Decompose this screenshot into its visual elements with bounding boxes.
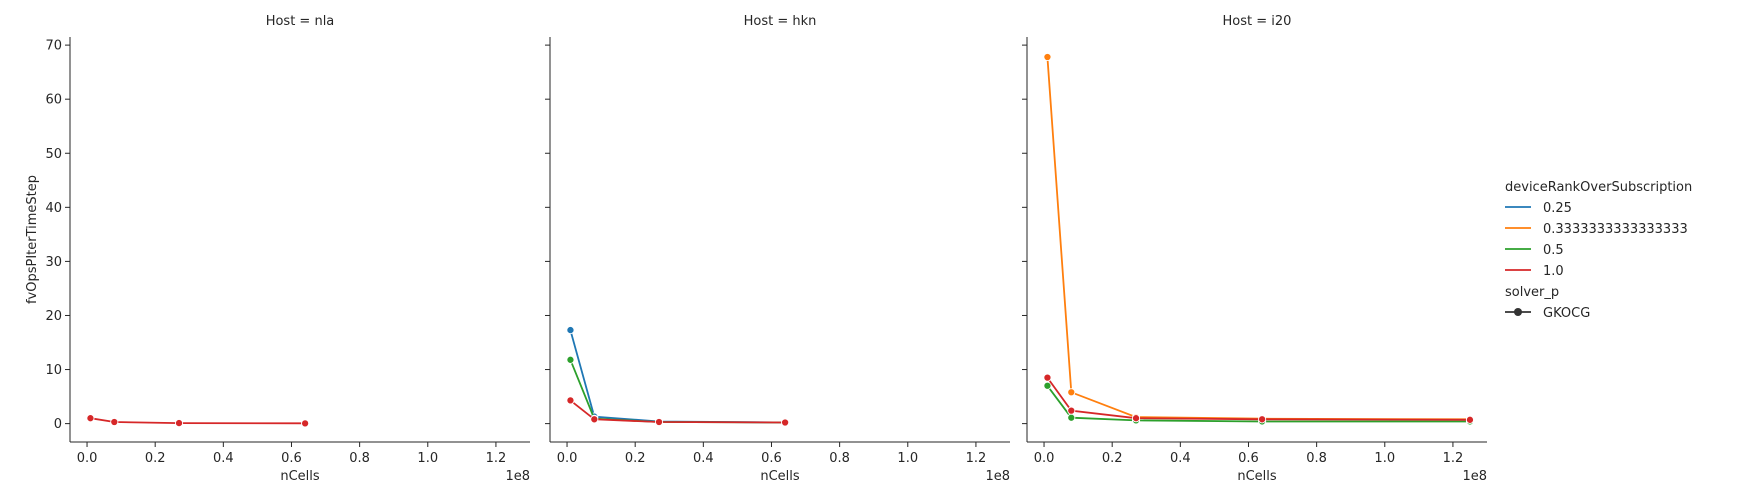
x-tick-label: 0.8 [349,451,370,466]
y-tick-label: 30 [45,255,62,270]
x-tick-label: 0.0 [77,451,98,466]
x-offset-label: 1e8 [1462,469,1487,484]
data-point [1258,415,1267,424]
x-tick-label: 0.8 [829,451,850,466]
x-tick-label: 1.2 [486,451,507,466]
y-tick-label: 0 [54,417,62,432]
y-tick-label: 50 [45,147,62,162]
x-tick-label: 1.0 [897,451,918,466]
legend-label: 1.0 [1543,264,1564,279]
series-line [90,417,306,425]
x-tick-label: 0.2 [625,451,646,466]
legend-label: 0.25 [1543,201,1572,216]
y-tick-label: 40 [45,201,62,216]
x-tick-label: 0.2 [145,451,166,466]
data-point [654,417,664,427]
data-point [1465,415,1475,424]
series-line [569,359,786,424]
data-point [566,326,575,335]
data-point [566,355,575,364]
data-point [1067,413,1076,422]
series-line [1046,377,1471,421]
data-point [1043,52,1052,62]
facet-title: Host = nla [266,14,335,29]
data-point [1131,414,1141,423]
x-tick-label: 1.2 [1443,451,1464,466]
x-offset-label: 1e8 [985,469,1010,484]
y-axis-label: fvOpsPIterTimeStep [25,175,40,304]
legend-marker [1514,308,1522,316]
facet-panel: Host = hkn 0.0 0.2 0.4 0.6 0.8 1.0 1.2 nCells 1e8 [545,14,1010,484]
data-point [1043,381,1052,390]
data-point [174,419,184,428]
x-tick-label: 0.0 [1034,451,1055,466]
facet-title: Host = hkn [744,14,817,29]
x-tick-label: 0.8 [1306,451,1327,466]
series-line [1046,56,1471,421]
data-point [86,414,95,423]
x-offset-label: 1e8 [505,469,530,484]
x-tick-label: 0.2 [1102,451,1123,466]
x-axis-label: nCells [1237,469,1277,484]
x-axis-label: nCells [760,469,800,484]
data-point [566,396,575,405]
x-tick-label: 0.6 [281,451,302,466]
y-tick-label: 10 [45,363,62,378]
x-axis-label: nCells [280,469,320,484]
x-tick-label: 0.4 [213,451,234,466]
data-point [1067,406,1076,415]
y-tick-label: 60 [45,93,62,108]
facet-title: Host = i20 [1223,14,1292,29]
x-tick-label: 1.0 [1374,451,1395,466]
facet-panel: Host = nla 0 10 20 30 40 50 60 70 0.0 0.2 0.4 0.6 0.8… [45,14,530,484]
legend-label: GKOCG [1543,306,1590,321]
x-tick-label: 0.6 [1238,451,1259,466]
legend-title-style: solver_p [1505,285,1559,300]
data-point [110,417,119,427]
x-tick-label: 0.4 [1170,451,1191,466]
legend-label: 0.5 [1543,243,1564,258]
y-tick-label: 70 [45,39,62,54]
data-point [1043,373,1052,382]
data-point [590,415,599,424]
x-tick-label: 0.0 [557,451,578,466]
data-point [1067,388,1076,397]
legend: deviceRankOverSubscription 0.25 0.33333333… [1505,180,1692,321]
x-tick-label: 0.4 [693,451,714,466]
x-tick-label: 1.0 [417,451,438,466]
series-line [569,329,786,424]
series-line [569,399,786,424]
facet-panel: Host = i20 0.0 0.2 0.4 0.6 0.8 1.0 1.2 nCells 1e8 [1022,14,1487,484]
y-tick-label: 20 [45,309,62,324]
x-tick-label: 0.6 [761,451,782,466]
legend-label: 0.3333333333333333 [1543,222,1688,237]
series-line [1046,385,1470,423]
x-tick-label: 1.2 [966,451,987,466]
legend-title-hue: deviceRankOverSubscription [1505,180,1692,195]
data-point [301,419,310,428]
data-point [781,418,790,427]
